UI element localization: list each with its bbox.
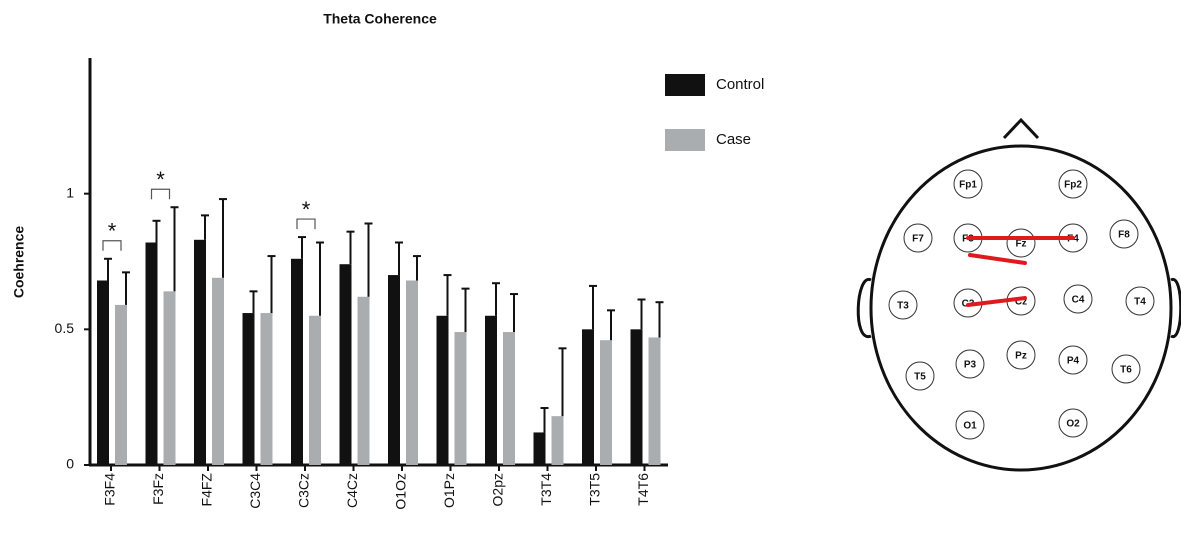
- bar: [97, 280, 109, 465]
- error-bar: [607, 310, 615, 340]
- electrode-label: P4: [1067, 356, 1080, 367]
- electrode-label: Fp1: [959, 180, 977, 191]
- y-tick-label: 0.5: [55, 320, 75, 336]
- error-bar: [219, 199, 227, 278]
- y-axis-label: Coehrence: [11, 226, 27, 299]
- chart-title: Theta Coherence: [323, 11, 437, 27]
- electrode-label: P3: [964, 360, 977, 371]
- bar: [649, 337, 661, 465]
- x-tick-label: F4FZ: [199, 473, 215, 507]
- legend-label: Case: [716, 131, 751, 148]
- electrode-label: F8: [1118, 230, 1130, 241]
- x-tick-label: C3C4: [247, 473, 263, 509]
- bar: [631, 329, 643, 465]
- electrode-label: C4: [1072, 295, 1085, 306]
- error-bar: [444, 275, 452, 316]
- error-bar: [171, 207, 179, 291]
- bar: [485, 316, 497, 465]
- bar: [291, 259, 303, 465]
- bar: [115, 305, 127, 465]
- bar: [600, 340, 612, 465]
- error-bar: [559, 348, 567, 416]
- electrode-label: Fp2: [1064, 180, 1082, 191]
- left-ear: [858, 279, 871, 336]
- bar: [582, 329, 594, 465]
- electrode-label: T4: [1134, 297, 1146, 308]
- legend-label: Control: [716, 76, 764, 93]
- bar: [503, 332, 515, 465]
- error-bar: [365, 224, 373, 297]
- bar: [534, 432, 546, 465]
- x-tick-label: O2pz: [490, 473, 506, 506]
- x-tick-label: T4T6: [635, 473, 651, 506]
- electrode-label: T6: [1120, 365, 1132, 376]
- error-bar: [347, 232, 355, 265]
- error-bar: [638, 299, 646, 329]
- error-bar: [589, 286, 597, 329]
- error-bar: [510, 294, 518, 332]
- x-tick-label: C4Cz: [344, 473, 360, 508]
- error-bar: [316, 243, 324, 316]
- error-bar: [250, 291, 258, 313]
- x-tick-label: O1Oz: [393, 473, 409, 510]
- electrode-label: F7: [912, 234, 924, 245]
- electrode-label: T3: [897, 301, 909, 312]
- x-tick-label: C3Cz: [296, 473, 312, 508]
- error-bar: [153, 221, 161, 243]
- bar: [164, 291, 176, 465]
- error-bar: [492, 283, 500, 316]
- significance-mark: *: [302, 197, 311, 222]
- bar: [309, 316, 321, 465]
- electrode-label: Pz: [1015, 351, 1027, 362]
- x-tick-label: T3T5: [587, 473, 603, 506]
- electrode-label: T5: [914, 372, 926, 383]
- error-bar: [541, 408, 549, 432]
- bar: [437, 316, 449, 465]
- bar: [212, 278, 224, 465]
- error-bar: [104, 259, 112, 281]
- electrode-label: Fz: [1015, 239, 1026, 250]
- bar: [243, 313, 255, 465]
- error-bar: [656, 302, 664, 337]
- figure: Theta Coherence Coehrence Fp1 Fp2 F7 F3Fz F4…: [0, 0, 1181, 530]
- legend-swatch: [665, 74, 705, 96]
- bar: [455, 332, 467, 465]
- x-tick-label: F3Fz: [150, 473, 166, 505]
- x-tick-label: F3F4: [102, 473, 118, 506]
- error-bar: [298, 237, 306, 259]
- error-bar: [268, 256, 276, 313]
- electrode-label: O2: [1066, 419, 1080, 430]
- x-tick-label: O1Pz: [441, 473, 457, 508]
- bar: [388, 275, 400, 465]
- significance-mark: *: [108, 219, 117, 244]
- error-bar: [122, 272, 130, 305]
- legend-swatch: [665, 129, 705, 151]
- y-tick-label: 0: [66, 456, 74, 472]
- nose: [1004, 120, 1038, 138]
- error-bar: [201, 215, 209, 239]
- bar: [358, 297, 370, 465]
- bar: [552, 416, 564, 465]
- electrode-label: O1: [963, 421, 977, 432]
- bar: [340, 264, 352, 465]
- significance-mark: *: [156, 167, 165, 192]
- error-bar: [413, 256, 421, 280]
- bar: [261, 313, 273, 465]
- bar: [194, 240, 206, 465]
- bar: [406, 280, 418, 465]
- bar: [146, 243, 158, 465]
- error-bar: [462, 289, 470, 332]
- x-tick-label: T3T4: [538, 473, 554, 506]
- error-bar: [395, 243, 403, 276]
- y-tick-label: 1: [66, 184, 74, 200]
